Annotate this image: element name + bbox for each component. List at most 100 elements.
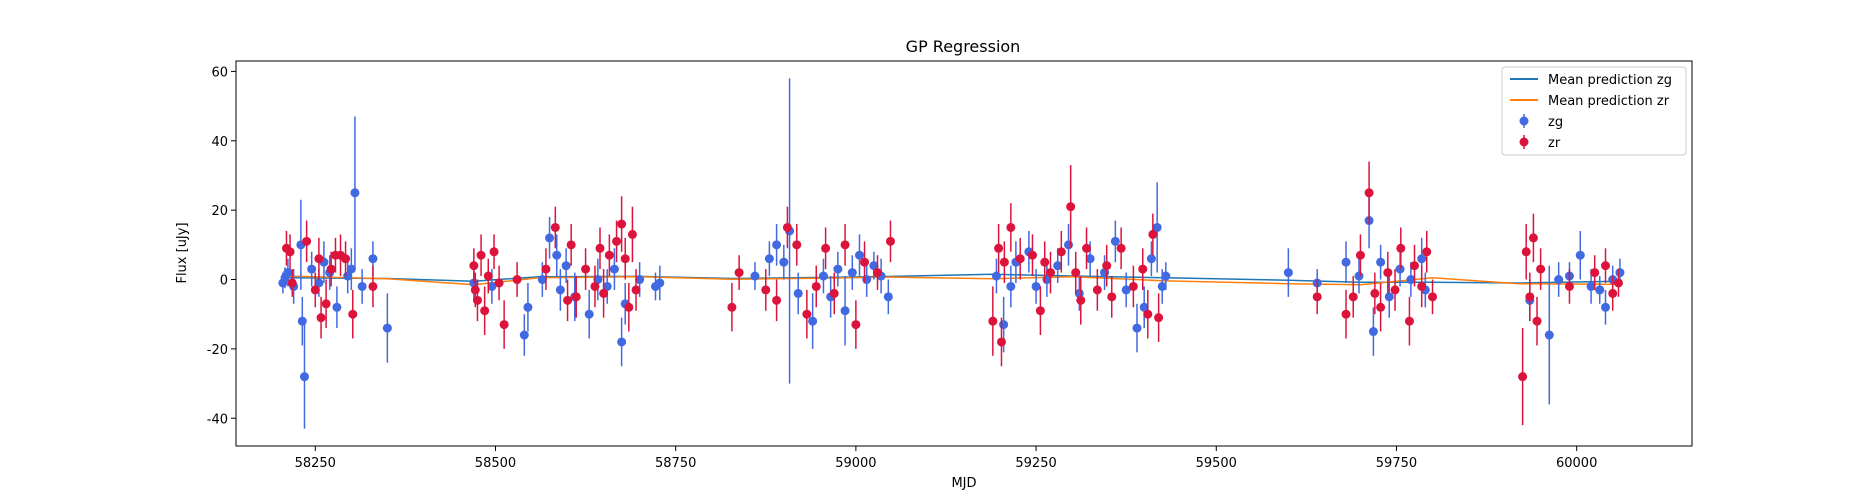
legend-point-marker <box>1519 116 1529 126</box>
x-tick-label: 60000 <box>1556 456 1597 471</box>
zr-point <box>840 240 850 250</box>
axes-frame <box>235 60 1693 447</box>
zr-point <box>631 285 641 295</box>
zg-point <box>818 271 828 281</box>
legend-frame <box>1501 66 1687 156</box>
zr-point <box>620 254 630 264</box>
zr-point <box>1608 288 1618 298</box>
plot-area <box>278 78 1625 429</box>
zr-point <box>994 243 1004 253</box>
zr-point <box>1138 264 1148 274</box>
zr-point <box>326 264 336 274</box>
zg-point <box>523 302 533 312</box>
zg-point <box>635 275 645 285</box>
zg-point <box>1586 281 1596 291</box>
zg-point <box>561 261 571 271</box>
zg-point <box>1406 275 1416 285</box>
zg-point <box>772 240 782 250</box>
zr-point <box>1528 233 1538 243</box>
zr-point <box>999 257 1009 267</box>
y-tick-label: 40 <box>211 135 228 150</box>
zr-point <box>772 295 782 305</box>
zg-point <box>1283 268 1293 278</box>
zg-point <box>999 320 1009 330</box>
zg-point <box>862 275 872 285</box>
zr-point <box>1525 292 1535 302</box>
zr-point <box>1422 247 1432 257</box>
y-axis-label: Flux [uJy] <box>175 222 190 283</box>
zg-point <box>1615 268 1625 278</box>
zr-point <box>811 281 821 291</box>
zr-point <box>1027 250 1037 260</box>
zr-point <box>1116 243 1126 253</box>
zr-point <box>1536 264 1546 274</box>
zg-point <box>764 254 774 264</box>
legend-label: Mean prediction zg <box>1548 73 1672 88</box>
zr-point <box>1071 268 1081 278</box>
x-tick-label: 58250 <box>295 456 336 471</box>
zg-point <box>883 292 893 302</box>
zg-point <box>537 275 547 285</box>
zr-point <box>550 222 560 232</box>
zg-point <box>1157 281 1167 291</box>
zr-point <box>761 285 771 295</box>
zg-point <box>793 288 803 298</box>
zr-point <box>996 337 1006 347</box>
zr-point <box>1355 250 1365 260</box>
zg-point <box>584 309 594 319</box>
legend-point-marker <box>1519 137 1529 147</box>
zg-point <box>1601 302 1611 312</box>
zg-point <box>854 250 864 260</box>
zg-point <box>1074 288 1084 298</box>
zg-point <box>840 306 850 316</box>
zg-point <box>1554 275 1564 285</box>
zr-point <box>499 320 509 330</box>
zg-series <box>278 78 1625 429</box>
zg-point <box>368 254 378 264</box>
zg-point <box>833 264 843 274</box>
zr-point <box>1521 247 1531 257</box>
zr-point <box>873 268 883 278</box>
zr-point <box>1006 222 1016 232</box>
zg-point <box>382 323 392 333</box>
zr-point <box>821 243 831 253</box>
mean-prediction-zr-line <box>286 275 1620 286</box>
zr-point <box>792 240 802 250</box>
zr-point <box>581 264 591 274</box>
zr-point <box>489 247 499 257</box>
zr-point <box>494 278 504 288</box>
zg-point <box>1161 271 1171 281</box>
y-tick-label: 0 <box>220 274 228 289</box>
zg-point <box>609 264 619 274</box>
zg-point <box>1031 281 1041 291</box>
zr-point <box>310 285 320 295</box>
zr-point <box>1364 188 1374 198</box>
zr-point <box>1102 261 1112 271</box>
zr-point <box>829 288 839 298</box>
zr-point <box>599 288 609 298</box>
zr-point <box>483 271 493 281</box>
zr-series <box>281 161 1623 426</box>
x-tick-label: 59000 <box>835 456 876 471</box>
zr-point <box>617 219 627 229</box>
zg-point <box>1006 281 1016 291</box>
zr-point <box>1148 229 1158 239</box>
zg-point <box>555 285 565 295</box>
zg-point <box>1368 327 1378 337</box>
zg-point <box>1146 254 1156 264</box>
zr-point <box>470 285 480 295</box>
zr-point <box>1370 288 1380 298</box>
zr-point <box>1613 278 1623 288</box>
zr-point <box>1092 285 1102 295</box>
zr-point <box>627 229 637 239</box>
zg-point <box>1132 323 1142 333</box>
zr-point <box>1312 292 1322 302</box>
zg-point <box>350 188 360 198</box>
zr-point <box>885 236 895 246</box>
zg-point <box>1354 271 1364 281</box>
zr-point <box>1376 302 1386 312</box>
zr-point <box>1107 292 1117 302</box>
zr-point <box>1532 316 1542 326</box>
zg-point <box>1085 254 1095 264</box>
zg-point <box>1053 261 1063 271</box>
